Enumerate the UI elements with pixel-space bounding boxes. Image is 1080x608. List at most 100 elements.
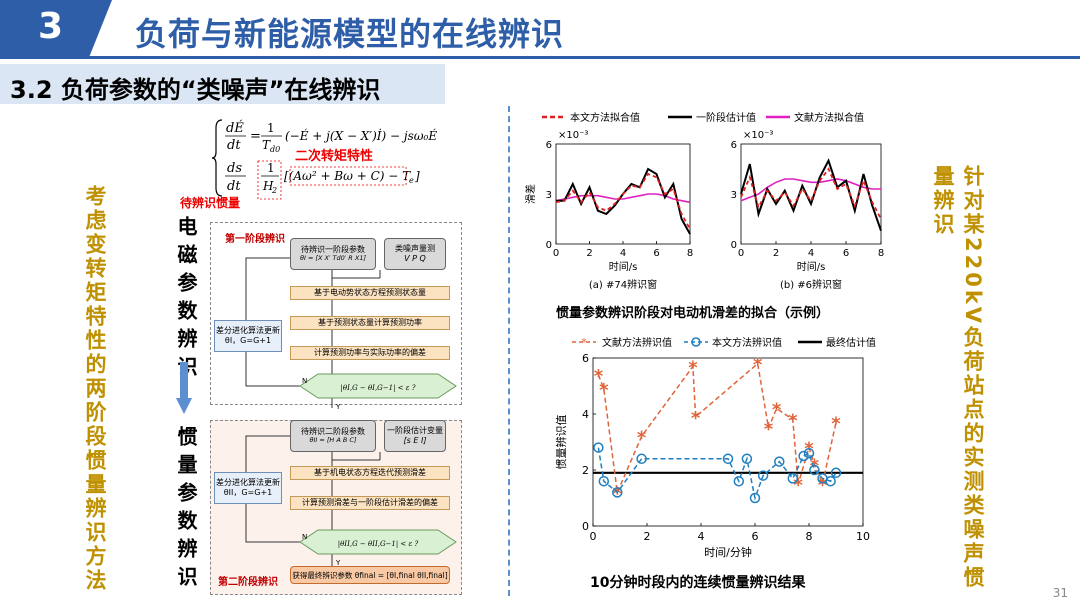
final-result-box: 获得最终辨识参数 θfinal = [θI,final θII,final] <box>290 566 450 584</box>
x-axis-label: 时间/分钟 <box>704 545 752 559</box>
plot-frame <box>740 143 882 245</box>
stage2-de-update: 差分进化算法更新θII，G=G+1 <box>214 472 282 504</box>
literature-point: * <box>831 413 841 434</box>
eq2-rhs-sub: e <box>409 176 414 185</box>
x-tick-label: 0 <box>590 530 597 543</box>
stage1-yes: Y <box>335 403 341 411</box>
stage2-step2: 计算预测滑差与一阶段估计滑差的偏差 <box>290 496 450 510</box>
series-line <box>555 172 691 230</box>
stage2-yes: Y <box>335 559 341 567</box>
proposed-point <box>774 456 785 467</box>
proposed-point <box>830 467 842 479</box>
column-divider <box>508 106 510 596</box>
proposed-point <box>749 492 761 504</box>
svg-text:*: * <box>581 336 587 349</box>
inertia-note: 待辨识惯量 <box>180 196 241 210</box>
plot-frame <box>592 357 864 527</box>
y-axis-label: 滑差 <box>524 184 537 204</box>
page-title: 负荷与新能源模型的在线辨识 <box>135 15 565 53</box>
eq2-rhs-end: ] <box>414 169 420 183</box>
stage1-noise-box: 类噪声量测 V P Q <box>384 238 446 270</box>
literature-point: * <box>772 399 782 420</box>
proposed-point <box>598 475 610 487</box>
stage1-no: N <box>302 377 307 385</box>
proposed-point <box>803 447 815 459</box>
y-tick-label: 2 <box>582 464 589 477</box>
inertia-legend: * 文献方法辨识值 本文方法辨识值 最终估计值 <box>572 336 876 349</box>
literature-point: * <box>594 366 604 387</box>
proposed-point <box>722 453 734 465</box>
inertia-legend-2: 最终估计值 <box>826 336 876 349</box>
proposed-point <box>593 442 604 453</box>
inertia-caption: 10分钟时段内的连续惯量辨识结果 <box>590 575 806 591</box>
stage1-step2: 基于预测状态量计算预测功率 <box>290 316 450 330</box>
eq2-frac-den: H <box>262 179 274 193</box>
slip-legend-0: 本文方法拟合值 <box>570 111 640 124</box>
proposed-point <box>825 475 836 487</box>
proposed-point <box>757 470 769 481</box>
x-tick-label: 2 <box>644 530 651 543</box>
proposed-point <box>612 487 623 498</box>
x-tick-label: 6 <box>843 248 849 259</box>
proposed-point <box>741 453 753 465</box>
y-tick-label: 0 <box>582 520 589 533</box>
series-line <box>740 178 881 202</box>
literature-point: * <box>637 427 647 448</box>
stage2-params-box: 待辨识二阶段参数 θII = [H A B C] <box>290 420 376 452</box>
literature-point: * <box>691 408 701 429</box>
state-equations: dÉ dt = 1 T d0 (−É + j(X − X′)İ) − jsω₀É… <box>212 119 437 200</box>
x-tick-label: 2 <box>586 248 592 259</box>
y-tick-label: 4 <box>582 408 589 421</box>
x-tick-label: 4 <box>698 530 705 543</box>
x-tick-label: 10 <box>856 530 870 543</box>
subplot-caption: (a) #74辨识窗 <box>589 278 657 291</box>
literature-point: * <box>818 475 828 496</box>
literature-point: * <box>753 355 763 376</box>
y-tick-label: 6 <box>546 140 552 151</box>
eq1-rhs: (−É + j(X − X′)İ) − jsω₀É <box>285 128 437 143</box>
eq2-lhs-den: dt <box>227 179 241 194</box>
literature-point: * <box>599 380 609 401</box>
proposed-point <box>798 450 809 462</box>
slip-legend-2: 文献方法拟合值 <box>794 111 864 124</box>
inertia-legend-1: 本文方法辨识值 <box>712 336 782 349</box>
stage1-params-box: 待辨识一阶段参数 θI = [X X′ Td0′ R X1] <box>290 238 376 270</box>
slip-legend: 本文方法拟合值 一阶段估计值 文献方法拟合值 <box>542 111 864 124</box>
down-arrow-icon <box>176 362 192 414</box>
y-tick-label: 6 <box>582 352 589 365</box>
eq1-equals: = <box>250 129 261 144</box>
stage1-de-update: 差分进化算法更新θI，G=G+1 <box>214 320 282 352</box>
slip-chart-a: ×10⁻³ 6 3 00 2 4 6 8 时间/s 滑差 (a) #74辨识窗 <box>524 130 693 291</box>
literature-point: * <box>613 483 623 504</box>
series-line <box>740 158 882 232</box>
stage2-no: N <box>302 533 307 541</box>
x-axis-label: 时间/s <box>609 260 638 273</box>
literature-series-line <box>597 362 837 496</box>
x-tick-label: 6 <box>752 530 759 543</box>
series-line <box>740 167 882 220</box>
proposed-point <box>733 475 745 487</box>
inertia-legend-0: 文献方法辨识值 <box>602 336 672 349</box>
x-tick-label: 8 <box>878 248 884 259</box>
x-tick-label: 8 <box>687 248 693 259</box>
y-axis-label: 惯量辨识值 <box>554 415 568 470</box>
literature-point: * <box>793 475 803 496</box>
slip-caption: 惯量参数辨识阶段对电动机滑差的拟合（示例） <box>556 306 830 321</box>
left-vertical-caption: 考虑变转矩特性的两阶段惯量辨识方法 <box>83 185 107 593</box>
proposed-series-line <box>597 447 837 501</box>
sci-note: ×10⁻³ <box>743 130 773 141</box>
header-bar <box>0 0 1080 58</box>
eq1-frac-num: 1 <box>267 121 275 135</box>
x-tick-label: 6 <box>653 248 659 259</box>
stage1-step1: 基于电动势状态方程预测状态量 <box>290 286 450 300</box>
flowchart-connectors: N Y N Y |θI,G − θI,G−1| < ε ? |θII,G − θ… <box>245 257 457 567</box>
page-number: 31 <box>1052 586 1068 600</box>
stage2-step1: 基于机电状态方程迭代预测滑差 <box>290 466 450 480</box>
x-tick-label: 2 <box>773 248 779 259</box>
torque-note: 二次转矩特性 <box>295 149 374 164</box>
proposed-point <box>636 453 647 465</box>
y-tick-label: 0 <box>731 240 737 251</box>
y-tick-label: 0 <box>546 240 552 251</box>
eq1-lhs-num: dÉ <box>226 120 244 136</box>
